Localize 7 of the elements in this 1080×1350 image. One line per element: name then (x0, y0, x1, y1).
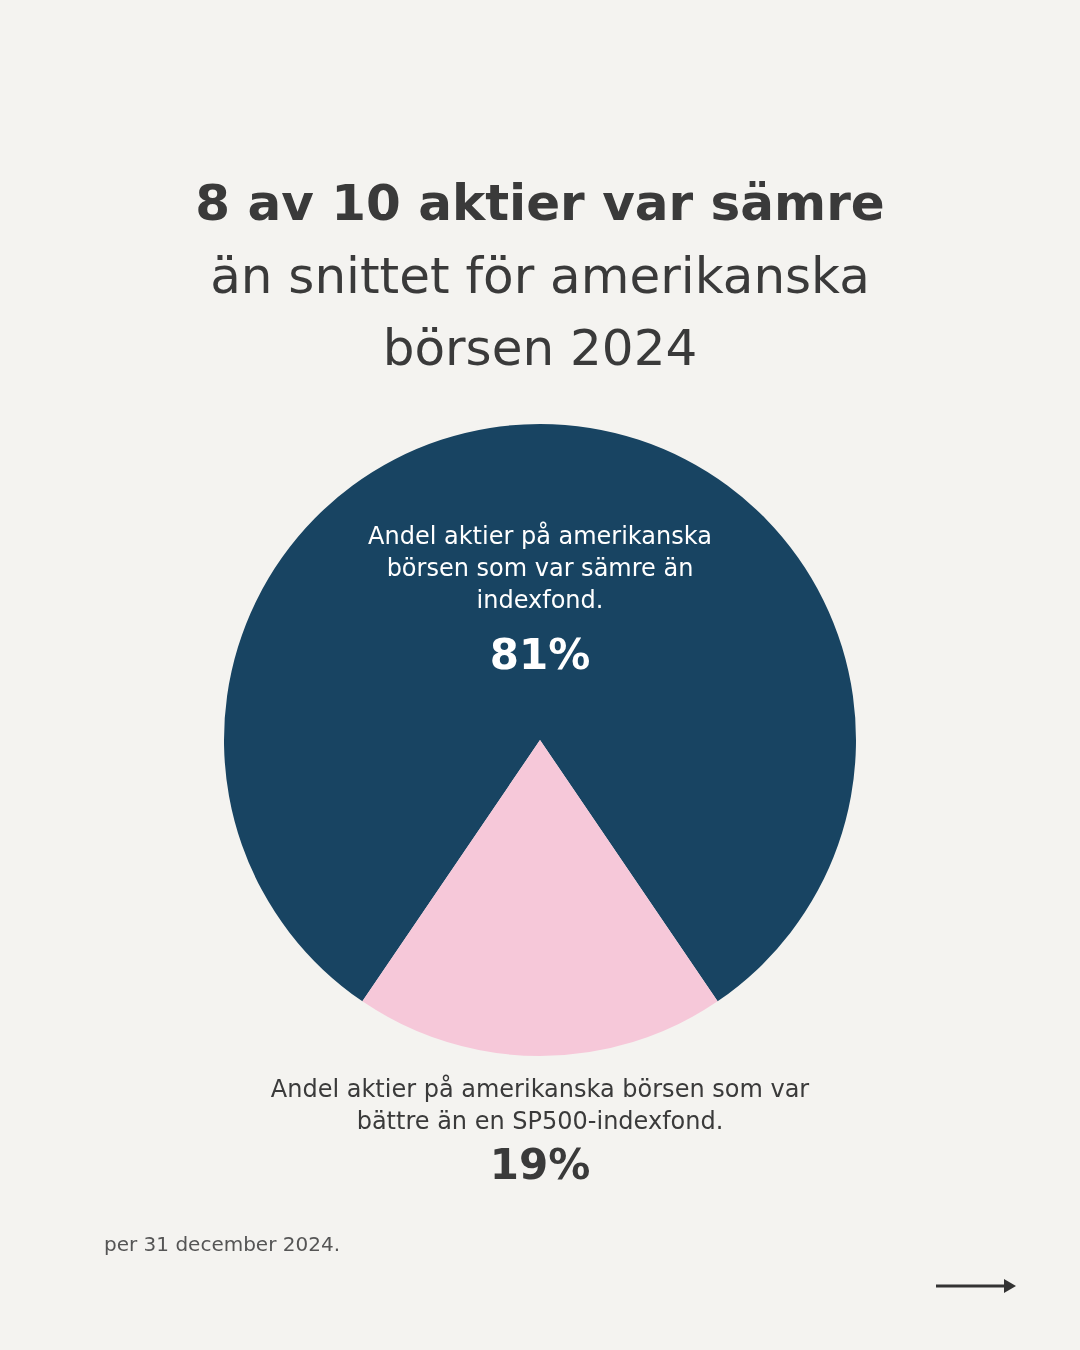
data-label: 19% (488, 1140, 592, 1189)
chart-title: 8 av 10 aktier var sämre (194, 173, 886, 234)
slice-label: Andel aktier på amerikanska börsen som var sämre än indexfond. (367, 520, 713, 616)
text: per 31 december 2024. (104, 1232, 341, 1256)
chart-subtitle: än snittet för amerikanska börsen 2024 (209, 246, 871, 379)
slice-label: Andel aktier på amerikanska börsen som var bättre än en SP500-indexfond. (270, 1073, 810, 1137)
data-label: 81% (488, 630, 592, 679)
